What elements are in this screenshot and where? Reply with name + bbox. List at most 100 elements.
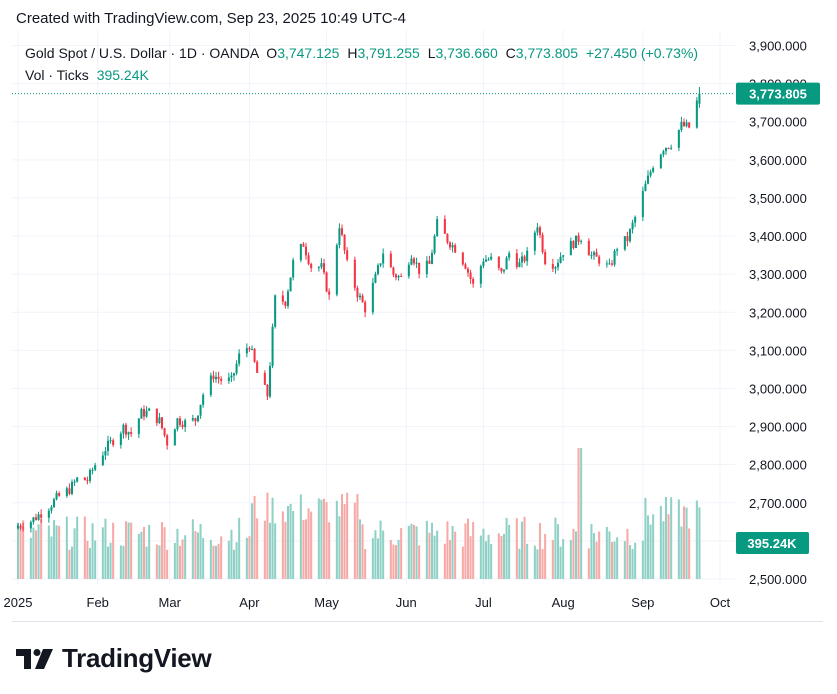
volume-bar bbox=[52, 520, 56, 579]
candle-body bbox=[50, 507, 53, 511]
y-tick-label: 3,100.000 bbox=[749, 343, 807, 358]
candle-body bbox=[418, 262, 421, 274]
candle-body bbox=[281, 295, 284, 302]
high-label: H bbox=[347, 45, 358, 61]
volume-bar bbox=[623, 541, 626, 579]
volume-bar bbox=[418, 545, 421, 579]
y-tick-label: 3,900.000 bbox=[749, 39, 807, 54]
change-value: +27.450 (+0.73%) bbox=[585, 45, 699, 61]
candle-body bbox=[178, 418, 182, 425]
x-tick-label: 2025 bbox=[4, 595, 33, 610]
volume-bar bbox=[289, 503, 292, 579]
last-volume-label: 395.24K bbox=[747, 536, 797, 551]
candle-body bbox=[253, 348, 256, 362]
candle-body bbox=[688, 122, 691, 128]
volume-bar bbox=[497, 533, 500, 579]
candle-body bbox=[250, 348, 254, 350]
candle-body bbox=[574, 235, 578, 249]
candle-body bbox=[631, 222, 634, 230]
candle-body bbox=[374, 274, 377, 283]
y-tick-label: 2,800.000 bbox=[749, 458, 807, 473]
volume-bar bbox=[659, 505, 662, 579]
volume-bar bbox=[220, 536, 223, 579]
volume-bar bbox=[65, 516, 68, 579]
x-tick-label: Aug bbox=[552, 595, 575, 610]
x-tick-label: Apr bbox=[239, 595, 260, 610]
volume-bar bbox=[559, 546, 562, 579]
volume-bar bbox=[250, 503, 254, 579]
volume-bar bbox=[556, 524, 560, 579]
tradingview-brand[interactable]: TradingView bbox=[16, 643, 212, 674]
volume-bar bbox=[109, 542, 112, 579]
candle-body bbox=[508, 253, 511, 258]
candle-body bbox=[286, 291, 290, 307]
candle-body bbox=[412, 258, 416, 264]
volume-bar bbox=[682, 506, 686, 579]
volume-bar bbox=[338, 516, 341, 579]
volume-bar bbox=[142, 526, 146, 579]
symbol-name[interactable]: Gold Spot / U.S. Dollar · 1D · OANDA bbox=[25, 45, 259, 61]
volume-bar bbox=[335, 500, 338, 579]
candle-body bbox=[559, 256, 562, 263]
candle-body bbox=[214, 376, 218, 380]
candle-body bbox=[19, 525, 22, 528]
candle-body bbox=[461, 252, 464, 265]
candle-body bbox=[124, 424, 128, 435]
volume-bar bbox=[47, 525, 50, 579]
volume-bar bbox=[178, 545, 182, 579]
volume-bar bbox=[304, 519, 308, 579]
volume-bar bbox=[361, 524, 364, 579]
volume-bar bbox=[544, 533, 547, 579]
candle-body bbox=[397, 275, 400, 278]
candle-body bbox=[173, 429, 176, 446]
candle-body bbox=[598, 256, 601, 264]
volume-bar bbox=[443, 543, 446, 579]
y-tick-label: 3,400.000 bbox=[749, 229, 807, 244]
volume-bar bbox=[248, 536, 251, 579]
candle-body bbox=[353, 259, 356, 288]
candle-body bbox=[641, 191, 644, 218]
volume-bar bbox=[124, 521, 128, 579]
close-label: C bbox=[505, 45, 516, 61]
volume-bar bbox=[320, 499, 323, 579]
candle-body bbox=[448, 242, 452, 248]
volume-bar bbox=[680, 526, 683, 579]
candle-body bbox=[682, 121, 686, 127]
candle-body bbox=[425, 260, 428, 274]
volume-bar bbox=[358, 519, 362, 579]
candle-body bbox=[263, 372, 266, 385]
volume-bar bbox=[127, 522, 130, 579]
candle-body bbox=[109, 440, 112, 442]
candle-body bbox=[595, 252, 598, 257]
volume-bar bbox=[376, 538, 380, 579]
candle-body bbox=[644, 183, 647, 192]
volume-bar bbox=[587, 548, 590, 579]
volume-bar bbox=[487, 534, 490, 579]
candle-body bbox=[217, 376, 220, 379]
candle-body bbox=[490, 256, 493, 260]
volume-bar bbox=[94, 540, 97, 579]
candle-body bbox=[325, 272, 328, 292]
open-label: O bbox=[266, 45, 278, 61]
volume-bar bbox=[536, 549, 539, 579]
volume-bar bbox=[466, 518, 470, 579]
volume-bar bbox=[569, 540, 572, 579]
candle-body bbox=[184, 420, 187, 427]
candle-body bbox=[634, 217, 637, 223]
candles bbox=[16, 86, 701, 533]
candle-body bbox=[538, 227, 542, 235]
volume-bar bbox=[374, 530, 377, 579]
volume-bar bbox=[613, 541, 616, 579]
volume-bar bbox=[407, 525, 410, 579]
volume-bar bbox=[379, 520, 382, 579]
candle-body bbox=[73, 481, 76, 483]
volume-bar bbox=[500, 535, 503, 579]
volume-bar bbox=[58, 525, 61, 579]
volume-bar bbox=[212, 545, 215, 579]
volume-bar bbox=[70, 546, 74, 579]
candle-body bbox=[155, 408, 158, 424]
volume-label[interactable]: Vol · Ticks bbox=[25, 67, 89, 83]
volume-bar bbox=[191, 519, 194, 579]
volume-bar bbox=[73, 528, 76, 579]
